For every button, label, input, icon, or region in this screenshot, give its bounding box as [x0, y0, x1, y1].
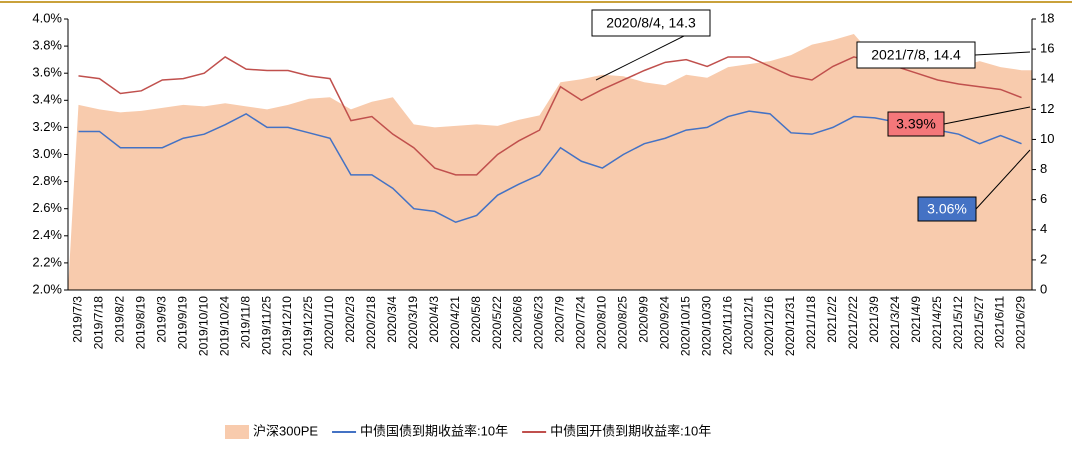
x-tick-label: 2020/3/19 [406, 296, 420, 350]
y2-tick-label: 0 [1040, 281, 1047, 296]
x-tick-label: 2019/11/25 [259, 296, 273, 355]
y2-tick-label: 18 [1040, 10, 1054, 25]
annotation-box [856, 41, 976, 69]
annotation-leader [943, 106, 1031, 125]
x-tick-label: 2021/2/22 [846, 296, 860, 350]
annotation-box [917, 196, 977, 222]
x-tick-label: 2020/12/16 [762, 296, 776, 356]
x-tick-label: 2019/12/10 [280, 296, 294, 356]
annotation-text: 3.06% [927, 201, 967, 217]
y-tick-label: 3.8% [32, 38, 62, 53]
x-tick-label: 2020/10/30 [699, 296, 713, 356]
x-tick-label: 2019/12/25 [301, 296, 315, 356]
x-tick-label: 2021/5/12 [951, 296, 965, 350]
x-tick-label: 2020/12/31 [783, 296, 797, 356]
annotation-text: 2020/8/4, 14.3 [606, 15, 696, 31]
x-tick-label: 2020/9/9 [636, 296, 650, 343]
x-tick-label: 2020/6/8 [511, 296, 525, 343]
x-tick-label: 2020/4/3 [427, 296, 441, 343]
x-tick-label: 2019/8/19 [134, 296, 148, 350]
y2-tick-label: 6 [1040, 191, 1047, 206]
y2-tick-label: 2 [1040, 251, 1047, 266]
x-tick-label: 2020/10/15 [678, 296, 692, 356]
x-tick-label: 2019/7/18 [92, 296, 106, 350]
x-tick-label: 2020/4/21 [448, 296, 462, 350]
x-tick-label: 2021/3/9 [867, 296, 881, 343]
legend-swatch [225, 425, 249, 439]
legend-label: 沪深300PE [253, 423, 318, 438]
y-tick-label: 3.2% [32, 119, 62, 134]
y-tick-label: 3.0% [32, 146, 62, 161]
x-tick-label: 2020/8/10 [595, 296, 609, 350]
yield-line [78, 110, 1022, 224]
x-tick-label: 2020/5/8 [469, 296, 483, 343]
y-tick-label: 4.0% [32, 10, 62, 25]
x-tick-label: 2020/12/1 [741, 296, 755, 350]
y-tick-label: 3.4% [32, 92, 62, 107]
y2-tick-label: 4 [1040, 221, 1047, 236]
x-tick-label: 2020/8/25 [616, 296, 630, 350]
y2-tick-label: 10 [1040, 131, 1054, 146]
x-tick-label: 2019/8/2 [113, 296, 127, 343]
annotation-box [887, 111, 945, 137]
x-tick-label: 2020/6/23 [532, 296, 546, 350]
x-tick-label: 2020/11/16 [720, 296, 734, 355]
x-tick-label: 2021/1/18 [804, 296, 818, 350]
x-tick-label: 2019/9/19 [175, 296, 189, 350]
x-tick-label: 2021/3/24 [888, 296, 902, 350]
y2-tick-label: 16 [1040, 41, 1054, 56]
x-tick-label: 2020/7/24 [574, 296, 588, 350]
x-tick-label: 2020/2/18 [364, 296, 378, 350]
annotation-text: 2021/7/8, 14.4 [871, 47, 961, 63]
y-tick-label: 2.2% [32, 254, 62, 269]
x-tick-label: 2019/11/8 [238, 296, 252, 349]
y2-tick-label: 8 [1040, 161, 1047, 176]
x-tick-label: 2020/9/24 [657, 296, 671, 350]
x-tick-label: 2021/4/25 [930, 296, 944, 350]
y-tick-label: 2.4% [32, 227, 62, 242]
x-tick-label: 2021/6/11 [993, 296, 1007, 349]
y-tick-label: 2.6% [32, 200, 62, 215]
x-tick-label: 2019/10/10 [196, 296, 210, 356]
x-tick-label: 2021/2/2 [825, 296, 839, 343]
x-tick-label: 2021/4/9 [909, 296, 923, 343]
x-tick-label: 2021/6/29 [1014, 296, 1028, 350]
x-tick-label: 2019/10/24 [217, 296, 231, 356]
x-tick-label: 2019/9/3 [154, 296, 168, 343]
x-tick-label: 2020/7/9 [553, 296, 567, 343]
annotation-text: 3.39% [896, 116, 936, 132]
legend-label: 中债国债到期收益率:10年 [360, 423, 508, 438]
x-tick-label: 2020/3/4 [385, 296, 399, 343]
x-tick-label: 2019/7/3 [71, 296, 85, 343]
x-tick-label: 2020/2/3 [343, 296, 357, 343]
y-tick-label: 3.6% [32, 65, 62, 80]
y2-tick-label: 12 [1040, 101, 1054, 116]
x-tick-label: 2020/1/10 [322, 296, 336, 350]
y-tick-label: 2.0% [32, 281, 62, 296]
annotation-box [591, 9, 711, 37]
x-tick-label: 2020/5/22 [490, 296, 504, 350]
legend-label: 中债国开债到期收益率:10年 [550, 423, 711, 438]
y-tick-label: 2.8% [32, 173, 62, 188]
x-tick-label: 2021/5/27 [972, 296, 986, 350]
annotation-leader [974, 51, 1031, 56]
annotation-leader [975, 149, 1031, 210]
y2-tick-label: 14 [1040, 71, 1054, 86]
